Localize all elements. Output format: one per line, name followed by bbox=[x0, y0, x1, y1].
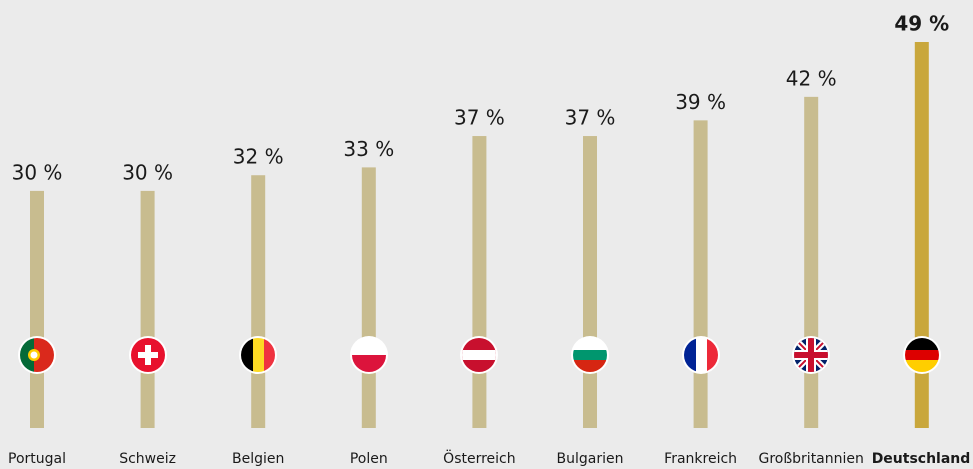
value-label: 37 % bbox=[454, 106, 505, 130]
value-label: 30 % bbox=[12, 160, 63, 184]
value-label: 42 % bbox=[786, 66, 837, 90]
flag bbox=[239, 336, 277, 374]
category-label: Großbritannien bbox=[758, 451, 863, 467]
flag bbox=[129, 336, 167, 374]
value-label: 37 % bbox=[565, 106, 616, 130]
category-label: Schweiz bbox=[119, 451, 176, 467]
flag bbox=[903, 336, 941, 374]
bar bbox=[30, 190, 44, 428]
value-label: 49 % bbox=[894, 12, 949, 36]
value-label: 39 % bbox=[675, 90, 726, 114]
bar bbox=[804, 96, 819, 428]
category-label: Polen bbox=[350, 451, 388, 467]
bar bbox=[693, 120, 708, 429]
bar bbox=[472, 136, 487, 428]
value-label: 30 % bbox=[122, 160, 173, 184]
value-label: 33 % bbox=[343, 137, 394, 161]
category-label: Österreich bbox=[443, 449, 515, 467]
flag bbox=[18, 336, 56, 374]
flag bbox=[350, 336, 388, 374]
bar bbox=[251, 175, 266, 428]
bar bbox=[914, 42, 929, 428]
category-label: Belgien bbox=[232, 451, 284, 467]
value-label: 32 % bbox=[233, 145, 284, 169]
category-label: Frankreich bbox=[664, 451, 737, 467]
bar bbox=[361, 167, 376, 428]
category-label: Bulgarien bbox=[557, 451, 624, 467]
flag bbox=[571, 336, 609, 374]
bar bbox=[140, 190, 155, 428]
flag bbox=[682, 336, 720, 374]
category-label: Deutschland bbox=[872, 451, 971, 467]
flag bbox=[460, 336, 498, 374]
bar bbox=[583, 136, 597, 428]
flag bbox=[792, 336, 830, 374]
flags bbox=[18, 336, 941, 374]
category-label: Portugal bbox=[8, 451, 66, 467]
